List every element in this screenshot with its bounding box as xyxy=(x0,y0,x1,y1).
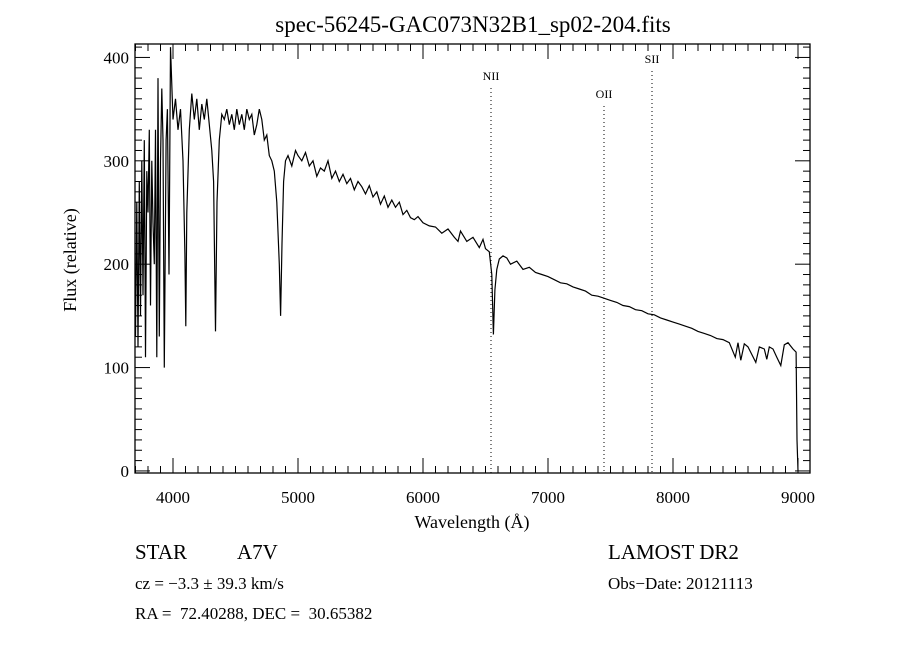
y-tick-label: 0 xyxy=(121,462,130,481)
survey-name: LAMOST DR2 xyxy=(608,540,739,564)
line-label-oii: OII xyxy=(596,87,613,101)
obs-date: Obs−Date: 20121113 xyxy=(608,574,753,593)
x-tick-label: 9000 xyxy=(781,488,815,507)
spectrum-line xyxy=(134,47,799,471)
subclass: A7V xyxy=(237,540,278,564)
x-axis-label: Wavelength (Å) xyxy=(414,512,529,533)
line-label-sii: SII xyxy=(645,52,660,66)
coordinates: RA = 72.40288, DEC = 30.65382 xyxy=(135,604,373,623)
object-type: STAR xyxy=(135,540,187,564)
line-label-nii: NII xyxy=(483,69,500,83)
x-tick-label: 7000 xyxy=(531,488,565,507)
x-tick-label: 8000 xyxy=(656,488,690,507)
y-tick-label: 100 xyxy=(104,359,130,378)
redshift-cz: cz = −3.3 ± 39.3 km/s xyxy=(135,574,284,593)
x-tick-label: 6000 xyxy=(406,488,440,507)
y-axis-label: Flux (relative) xyxy=(60,208,81,311)
y-tick-label: 300 xyxy=(104,152,130,171)
plot-frame xyxy=(134,43,811,474)
x-tick-label: 4000 xyxy=(156,488,190,507)
y-tick-label: 200 xyxy=(104,255,130,274)
chart-title: spec-56245-GAC073N32B1_sp02-204.fits xyxy=(275,12,670,37)
x-tick-label: 5000 xyxy=(281,488,315,507)
y-tick-label: 400 xyxy=(104,48,130,67)
